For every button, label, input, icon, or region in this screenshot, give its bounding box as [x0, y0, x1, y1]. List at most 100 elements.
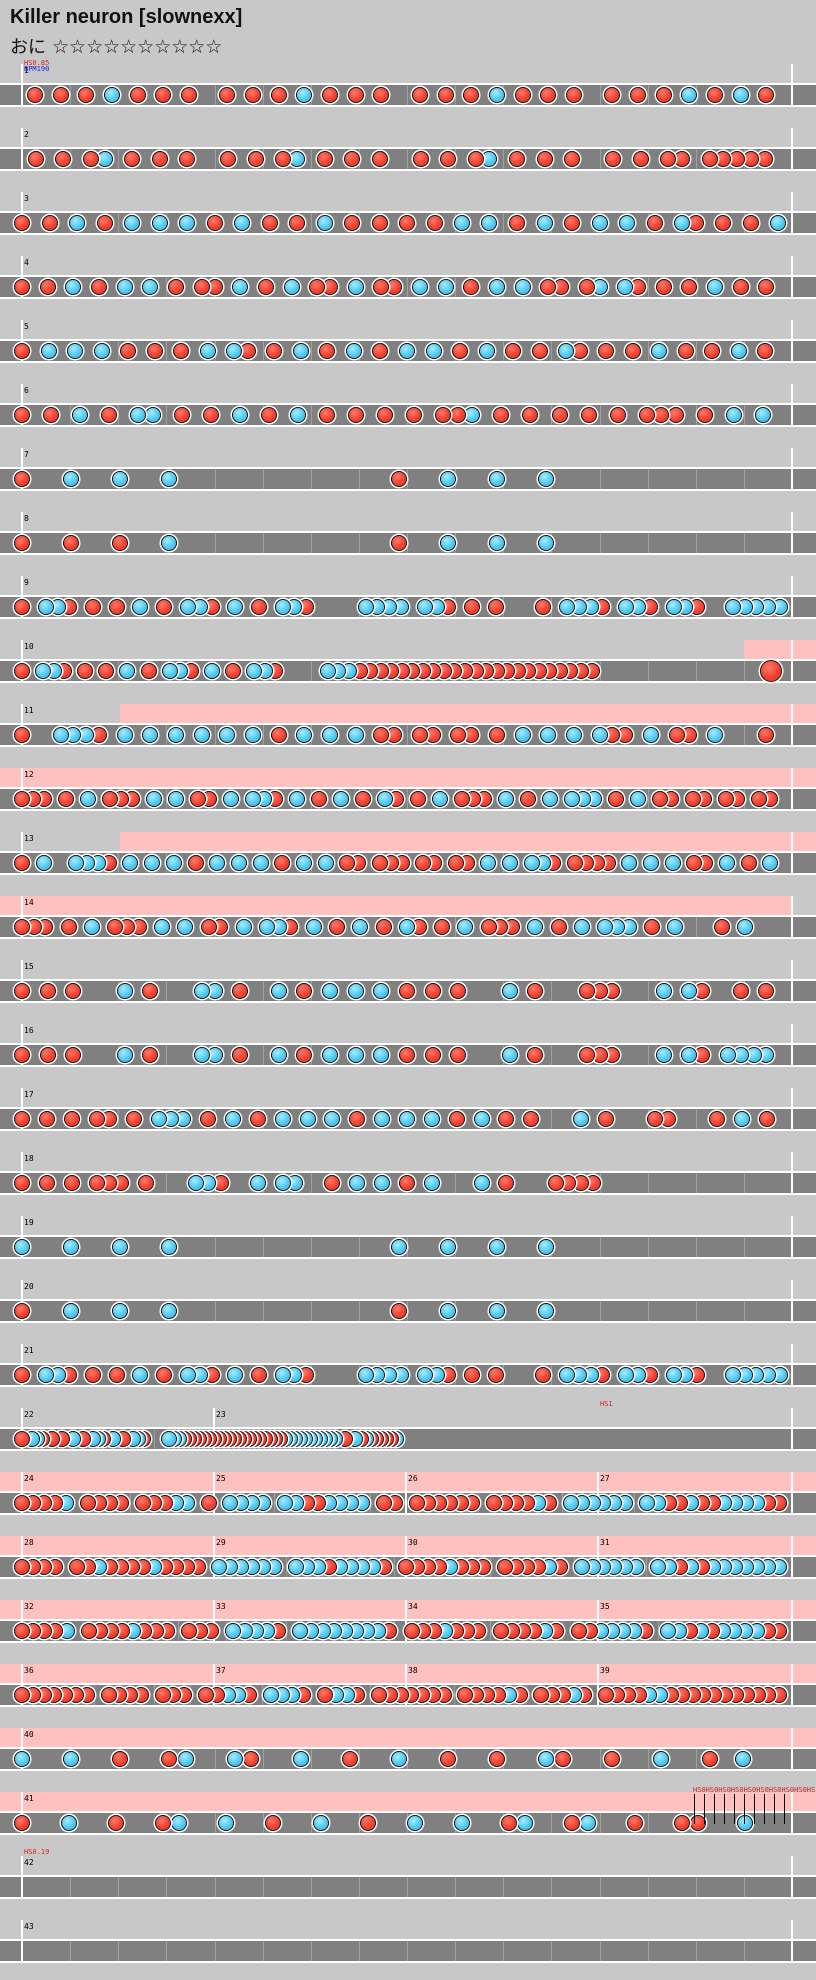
barline	[791, 1024, 793, 1067]
chart-row: 5	[0, 316, 816, 380]
beat-line	[166, 1941, 167, 1961]
beat-line	[118, 149, 119, 169]
beat-line	[744, 1877, 745, 1897]
don-note	[376, 919, 392, 935]
barline	[791, 1088, 793, 1131]
beat-line	[696, 469, 697, 489]
ka-note	[180, 1367, 196, 1383]
don-note	[567, 855, 583, 871]
barline	[791, 1216, 793, 1259]
ka-note	[226, 343, 242, 359]
ka-note	[373, 983, 389, 999]
don-note	[14, 215, 30, 231]
ka-note	[271, 1047, 287, 1063]
barline	[791, 128, 793, 171]
beat-line	[70, 1877, 71, 1897]
ka-note	[563, 1495, 579, 1511]
barline	[213, 1408, 215, 1451]
ka-note	[755, 407, 771, 423]
don-note	[225, 663, 241, 679]
barline	[21, 64, 23, 107]
don-note	[274, 855, 290, 871]
barline	[791, 512, 793, 555]
measure-number: 16	[24, 1026, 34, 1035]
don-note	[758, 983, 774, 999]
ka-note	[209, 855, 225, 871]
barline	[21, 512, 23, 555]
barline	[791, 1472, 793, 1515]
don-note	[14, 663, 30, 679]
don-note	[520, 791, 536, 807]
beat-line	[648, 277, 649, 297]
don-note	[194, 279, 210, 295]
don-note	[89, 1175, 105, 1191]
ka-note	[726, 407, 742, 423]
scroll-speed-annotation: HS1	[600, 1400, 613, 1408]
beat-line	[600, 1877, 601, 1897]
beat-line	[562, 1493, 563, 1513]
ka-note	[313, 1815, 329, 1831]
barline	[791, 1600, 793, 1643]
ka-note	[489, 1239, 505, 1255]
measure-number: 13	[24, 834, 34, 843]
don-note	[537, 151, 553, 167]
chart-row: 43	[0, 1916, 816, 1980]
beat-line	[600, 469, 601, 489]
ka-note	[275, 1111, 291, 1127]
don-note	[498, 1175, 514, 1191]
don-note	[457, 1687, 473, 1703]
ka-note	[656, 983, 672, 999]
beat-line	[600, 405, 601, 425]
note-lane	[0, 531, 816, 555]
beat-line	[166, 789, 167, 809]
beat-line	[263, 1877, 264, 1897]
don-note	[702, 151, 718, 167]
don-note	[733, 279, 749, 295]
ka-note	[643, 727, 659, 743]
don-note	[219, 87, 235, 103]
barline	[21, 896, 23, 939]
barline	[21, 1152, 23, 1195]
barline	[21, 1088, 23, 1131]
beat-line	[551, 1045, 552, 1065]
barline	[21, 1856, 23, 1899]
ka-note	[731, 343, 747, 359]
barline	[791, 1792, 793, 1835]
don-note	[155, 1815, 171, 1831]
ka-note	[14, 1751, 30, 1767]
ka-note	[643, 855, 659, 871]
speed-change-marker	[724, 1794, 725, 1824]
don-note	[83, 151, 99, 167]
barline	[791, 832, 793, 875]
beat-line	[696, 405, 697, 425]
ka-note	[119, 663, 135, 679]
don-note	[80, 1495, 96, 1511]
ka-note	[417, 599, 433, 615]
ka-note	[651, 343, 667, 359]
ka-note	[333, 791, 349, 807]
don-note	[372, 343, 388, 359]
don-note	[489, 727, 505, 743]
don-note	[604, 87, 620, 103]
don-note	[610, 407, 626, 423]
don-note	[399, 1175, 415, 1191]
ka-note	[296, 727, 312, 743]
ka-note	[292, 1623, 308, 1639]
don-note	[412, 727, 428, 743]
don-note	[501, 1815, 517, 1831]
ka-note	[489, 279, 505, 295]
beat-line	[744, 725, 745, 745]
beat-line	[744, 1173, 745, 1193]
don-note	[168, 279, 184, 295]
ka-note	[161, 535, 177, 551]
ka-note	[770, 215, 786, 231]
ka-note	[63, 1303, 79, 1319]
beat-line	[154, 1429, 155, 1449]
ka-note	[358, 599, 374, 615]
beat-line	[455, 277, 456, 297]
barline	[791, 768, 793, 811]
ka-note	[656, 1047, 672, 1063]
don-note	[77, 663, 93, 679]
chart-row: 8	[0, 508, 816, 572]
speed-change-marker	[774, 1794, 775, 1824]
